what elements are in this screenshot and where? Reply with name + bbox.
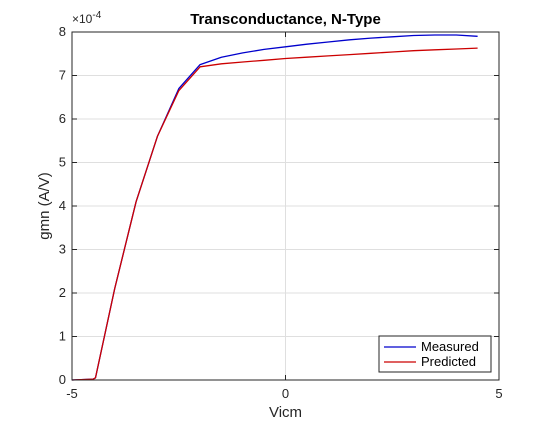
- y-tick-label: 2: [59, 285, 66, 300]
- y-axis-exponent-power: -4: [92, 10, 101, 21]
- legend-box: [378, 335, 492, 373]
- y-axis-exponent-base: ×10: [72, 12, 93, 26]
- y-tick-label: 5: [59, 155, 66, 170]
- series-line-predicted: [71, 47, 478, 381]
- x-tick-label: 0: [282, 386, 289, 401]
- y-tick-label: 8: [59, 24, 66, 39]
- legend-entry-predicted: Predicted: [421, 354, 476, 369]
- y-tick-label: 0: [59, 372, 66, 387]
- y-tick-label: 7: [59, 68, 66, 83]
- x-tick-label: -5: [66, 386, 78, 401]
- y-axis-exponent: ×10-4: [72, 10, 102, 26]
- chart-title: Transconductance, N-Type: [190, 11, 381, 28]
- y-tick-label: 6: [59, 111, 66, 126]
- y-axis-label: gmn (A/V): [36, 172, 53, 240]
- series-layer: [71, 34, 478, 381]
- x-axis-label: Vicm: [269, 404, 302, 421]
- y-tick-label: 1: [59, 329, 66, 344]
- x-tick-label: 5: [495, 386, 502, 401]
- y-tick-label: 4: [59, 198, 66, 213]
- legend-entry-measured: Measured: [421, 339, 479, 354]
- y-tick-label: 3: [59, 242, 66, 257]
